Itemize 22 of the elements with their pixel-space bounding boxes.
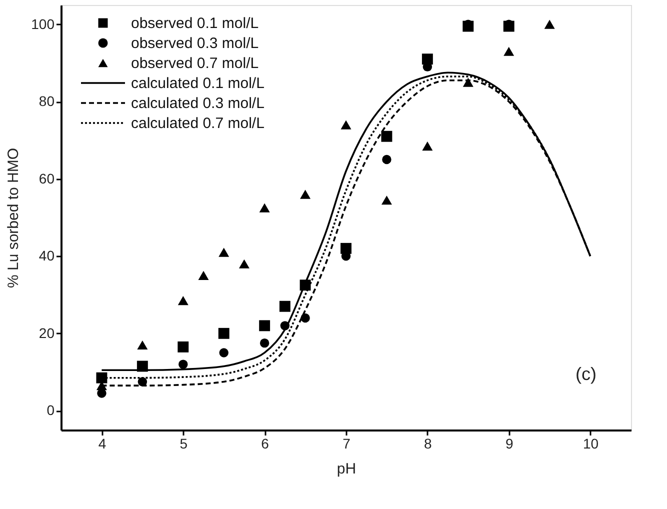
- x-tick-label: 6: [261, 436, 270, 452]
- x-axis-title: pH: [336, 460, 356, 478]
- y-tick-label: 0: [46, 402, 55, 418]
- y-tick-label: 100: [31, 16, 55, 32]
- x-tick-label: 5: [180, 436, 188, 452]
- x-tick-label: 7: [342, 436, 351, 452]
- legend-label: calculated 0.7 mol/L: [131, 115, 264, 132]
- x-tick-label: 10: [582, 436, 599, 452]
- y-axis-title: % Lu sorbed to HMO: [5, 148, 22, 288]
- annotation: (c): [576, 364, 596, 384]
- y-tick-label: 60: [38, 170, 55, 186]
- x-tick-label: 8: [424, 436, 432, 452]
- x-tick-label: 4: [98, 436, 106, 452]
- y-tick-label: 20: [38, 324, 55, 341]
- x-tick-label: 9: [505, 436, 514, 452]
- y-tick-label: 80: [38, 93, 55, 110]
- y-tick-label: 40: [38, 248, 55, 264]
- legend-label: calculated 0.3 mol/L: [131, 95, 264, 112]
- legend-label: calculated 0.1 mol/L: [131, 75, 264, 92]
- legend-label: observed 0.7 mol/L: [131, 55, 259, 72]
- legend-label: observed 0.3 mol/L: [131, 35, 259, 52]
- legend-label: observed 0.1 mol/L: [131, 15, 259, 32]
